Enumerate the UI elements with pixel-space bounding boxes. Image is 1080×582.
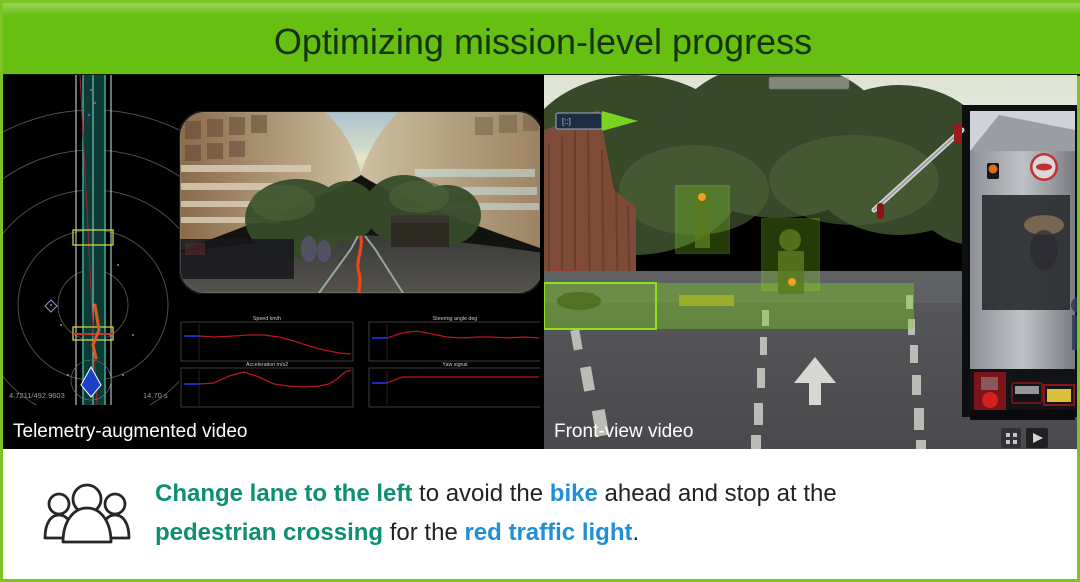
svg-text:Steering angle deg: Steering angle deg <box>433 316 478 322</box>
svg-text:[::]: [::] <box>562 117 571 126</box>
svg-text:Yaw signal: Yaw signal <box>442 362 467 368</box>
svg-text:4.7211/492.9603: 4.7211/492.9603 <box>9 391 65 400</box>
svg-text:Speed km/h: Speed km/h <box>253 316 281 322</box>
svg-text:Acceleration m/s2: Acceleration m/s2 <box>246 362 288 368</box>
svg-text:14.70 s: 14.70 s <box>143 391 168 400</box>
